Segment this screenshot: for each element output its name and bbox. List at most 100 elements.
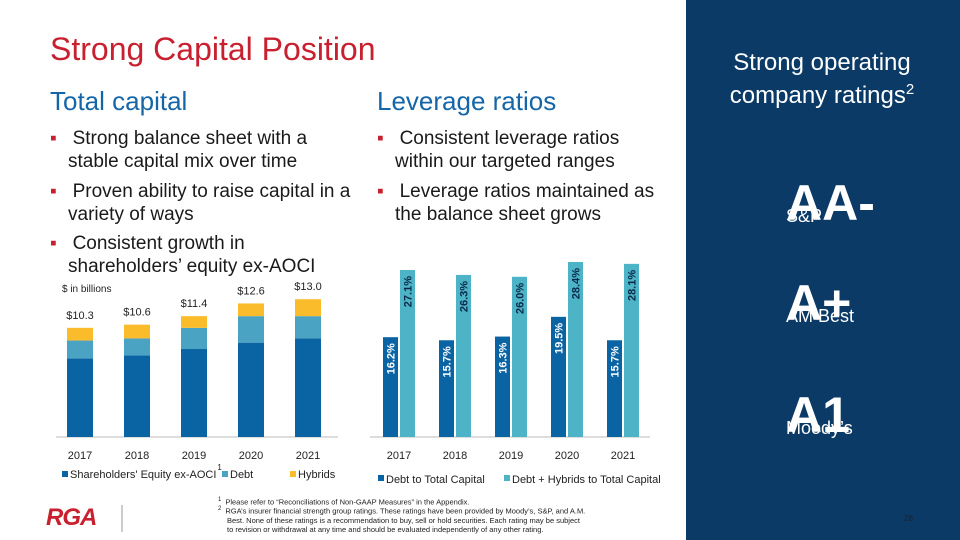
- bullet-marker: ▪: [50, 181, 73, 202]
- ratings-heading-text: Strong operating company ratings: [729, 49, 911, 109]
- bar: [568, 262, 583, 437]
- bar-segment: [238, 342, 264, 437]
- x-tick-label: 2019: [182, 450, 206, 462]
- bar: [495, 336, 510, 437]
- bar-segment: [238, 316, 264, 343]
- bullet-marker: ▪: [50, 233, 73, 254]
- bar: [383, 337, 398, 437]
- bar: [607, 340, 622, 437]
- legend-swatch: [222, 471, 228, 477]
- bar: [456, 274, 471, 437]
- bullet: ▪ Proven ability to raise capital in a v…: [50, 180, 358, 226]
- value-label: 15.7%: [610, 346, 622, 377]
- footnote-marker: 2: [218, 506, 222, 512]
- x-tick-label: 2018: [443, 450, 467, 462]
- bar: [512, 276, 527, 437]
- total-label: $10.6: [123, 307, 151, 319]
- section-heading: Total capital: [50, 86, 188, 116]
- legend-swatch: [378, 475, 384, 481]
- bar-segment: [238, 303, 264, 317]
- bar-segment: [124, 324, 150, 339]
- rating: A1: [786, 387, 850, 443]
- total-label: $10.3: [66, 310, 94, 322]
- legend-label: Debt to Total Capital: [386, 474, 485, 486]
- bullet-text: Consistent leverage ratios within our ta…: [395, 128, 620, 172]
- bullet-marker: ▪: [50, 128, 73, 149]
- bar: [551, 316, 566, 437]
- value-label: 16.3%: [498, 342, 510, 373]
- bar-segment: [67, 358, 93, 437]
- section-heading: Leverage ratios: [377, 86, 557, 116]
- bullet: ▪ Leverage ratios maintained as the bala…: [377, 180, 667, 226]
- legend-swatch: [62, 471, 68, 477]
- bullet: ▪ Consistent leverage ratios within our …: [377, 127, 667, 173]
- bullet-text: Leverage ratios maintained as the balanc…: [395, 181, 655, 225]
- page-number: 26: [904, 514, 913, 523]
- bullet-marker: ▪: [377, 128, 400, 149]
- value-label: 27.1%: [403, 276, 415, 307]
- ratings-heading-note: 2: [905, 81, 915, 98]
- bar-segment: [181, 316, 207, 328]
- bar-segment: [295, 338, 321, 437]
- value-label: 16.2%: [386, 343, 398, 374]
- legend-note: 1: [217, 463, 222, 472]
- logo: RGA: [46, 504, 97, 531]
- legend-swatch: [504, 475, 510, 481]
- rating: AA-: [786, 175, 875, 231]
- x-tick-label: 2019: [499, 450, 523, 462]
- value-label: 15.7%: [442, 346, 454, 377]
- bullet-marker: ▪: [377, 181, 400, 202]
- value-label: 26.0%: [515, 283, 527, 314]
- bullet-text: Consistent growth in shareholders’ equit…: [68, 233, 316, 277]
- value-label: 26.3%: [459, 281, 471, 312]
- bar-segment: [124, 338, 150, 356]
- legend-label: Debt: [230, 469, 253, 481]
- total-label: $13.0: [294, 281, 322, 293]
- footnote-text: Please refer to “Reconciliations of Non-…: [225, 497, 470, 507]
- bullet: ▪ Consistent growth in shareholders’ equ…: [50, 232, 358, 278]
- total-label: $11.4: [181, 298, 208, 310]
- bar-segment: [295, 316, 321, 339]
- x-tick-label: 2017: [68, 450, 92, 462]
- bar-segment: [67, 340, 93, 359]
- footnote: 1 Please refer to “Reconciliations of Non…: [218, 496, 587, 507]
- footnote: 2 RGA’s insurer financial strength group …: [218, 505, 587, 534]
- footnote-text: RGA’s insurer financial strength group r…: [225, 506, 586, 534]
- bullet-text: Proven ability to raise capital in a var…: [68, 181, 351, 225]
- footnote-marker: 1: [218, 497, 222, 503]
- legend-label: Debt + Hybrids to Total Capital: [512, 474, 661, 486]
- bar-segment: [181, 349, 207, 437]
- ratings-panel: [686, 0, 960, 540]
- bullet: ▪ Strong balance sheet with a stable cap…: [50, 127, 358, 173]
- x-tick-label: 2017: [387, 450, 411, 462]
- x-tick-label: 2021: [611, 450, 635, 462]
- value-label: 28.4%: [571, 268, 583, 299]
- chart-subtitle: $ in billions: [62, 284, 111, 295]
- bar-segment: [181, 327, 207, 350]
- bar: [624, 263, 639, 437]
- legend-swatch: [290, 471, 296, 477]
- x-tick-label: 2020: [555, 450, 579, 462]
- bar: [439, 340, 454, 437]
- bar: [400, 270, 415, 437]
- rating: A+: [786, 275, 852, 331]
- rating-agency: AM Best: [786, 306, 855, 326]
- rating-agency: S&P: [786, 206, 823, 226]
- x-tick-label: 2020: [239, 450, 263, 462]
- legend-label: Shareholders' Equity ex-AOCI: [70, 469, 216, 481]
- x-tick-label: 2018: [125, 450, 149, 462]
- rating-agency: Moody’s: [786, 418, 853, 438]
- ratings-heading: Strong operating company ratings2: [700, 46, 944, 112]
- legend-label: Hybrids: [298, 469, 336, 481]
- slide-title: Strong Capital Position: [50, 31, 376, 67]
- value-label: 28.1%: [627, 270, 639, 301]
- value-label: 19.5%: [554, 323, 566, 354]
- bar-segment: [124, 355, 150, 437]
- bullet-text: Strong balance sheet with a stable capit…: [68, 128, 308, 172]
- bar-segment: [295, 299, 321, 317]
- x-tick-label: 2021: [296, 450, 320, 462]
- total-label: $12.6: [237, 285, 265, 297]
- bar-segment: [67, 327, 93, 341]
